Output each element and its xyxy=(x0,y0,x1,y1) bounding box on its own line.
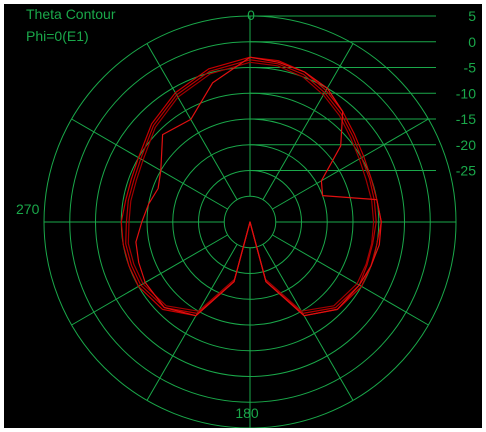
grid-spoke xyxy=(262,43,354,200)
chart-subtitle: Phi=0(E1) xyxy=(26,28,89,44)
angle-label-180: 180 xyxy=(235,405,259,421)
grid-spoke xyxy=(71,118,228,210)
grid-spoke xyxy=(71,234,228,326)
radial-tick-label: -20 xyxy=(456,137,476,153)
polar-chart-panel: 0 270 180 5 0 -5 -10 -15 -20 -25 Theta Contour… xyxy=(4,4,482,428)
grid-spoke xyxy=(146,43,238,200)
radial-tick-label: -25 xyxy=(456,163,476,179)
grid-spoke xyxy=(272,118,429,210)
grid-spoke xyxy=(272,234,429,326)
radial-tick-label: 0 xyxy=(468,34,476,50)
label-layer: 0 270 180 5 0 -5 -10 -15 -20 -25 xyxy=(16,7,476,421)
grid-spoke xyxy=(262,244,354,401)
radial-tick-label: -10 xyxy=(456,85,476,101)
radial-tick-label: 5 xyxy=(468,8,476,24)
radial-tick-label: -15 xyxy=(456,111,476,127)
pattern-series-line xyxy=(135,56,382,317)
angle-label-270: 270 xyxy=(16,201,40,217)
radial-tick-label: -5 xyxy=(464,60,477,76)
polar-plot: 0 270 180 5 0 -5 -10 -15 -20 -25 xyxy=(16,7,476,428)
grid-spoke xyxy=(146,244,238,401)
chart-title: Theta Contour xyxy=(26,6,116,22)
series-layer xyxy=(120,56,382,317)
angle-label-0: 0 xyxy=(247,7,255,23)
